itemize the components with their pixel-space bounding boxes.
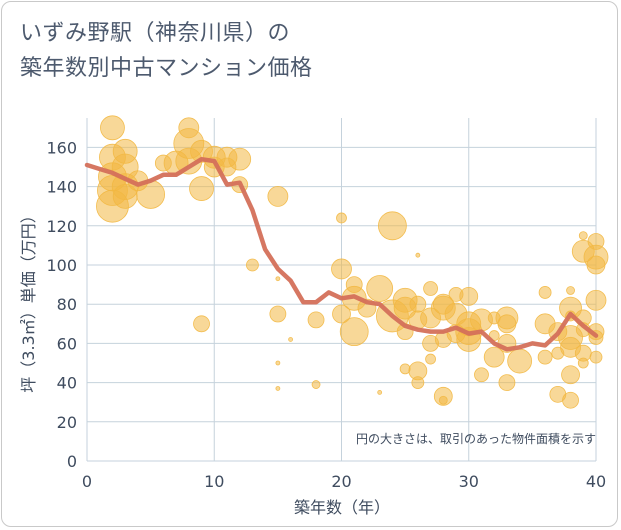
y-tick-label: 20 <box>57 413 77 432</box>
trend-line-layer <box>84 156 599 352</box>
y-tick-label: 160 <box>46 138 77 157</box>
data-bubble <box>366 275 394 302</box>
chart-title: いずみ野駅（神奈川県）の 築年数別中古マンション価格 <box>20 16 313 86</box>
data-bubble <box>474 367 489 383</box>
y-tick-label: 80 <box>57 295 77 314</box>
data-bubble <box>561 365 580 385</box>
data-bubble <box>377 389 383 395</box>
chart-title-line1: いずみ野駅（神奈川県）の <box>20 21 291 46</box>
data-bubble <box>415 252 421 258</box>
data-bubble <box>275 276 281 282</box>
data-bubble <box>578 231 588 241</box>
data-bubble <box>537 349 553 365</box>
data-bubble <box>459 286 479 306</box>
x-tick-label: 20 <box>331 472 351 491</box>
data-bubble <box>423 281 438 296</box>
data-bubble <box>538 286 552 299</box>
data-bubble <box>483 346 505 368</box>
x-tick-label: 40 <box>586 472 606 491</box>
data-bubble <box>498 374 516 392</box>
data-bubble <box>377 211 407 241</box>
data-bubble <box>339 317 369 347</box>
y-tick-label: 0 <box>67 452 77 471</box>
data-bubble <box>425 353 436 365</box>
y-tick-label: 120 <box>46 217 77 236</box>
y-tick-label: 100 <box>46 256 77 275</box>
trend-line <box>84 156 599 352</box>
y-tick-label: 40 <box>57 374 77 393</box>
bubble-layer <box>96 115 609 409</box>
data-bubble <box>409 295 427 313</box>
data-bubble <box>497 314 517 334</box>
data-bubble <box>411 376 425 390</box>
tick-labels: 0 20 40 60 80 100 120 140 160 0 10 20 30 40 <box>46 138 606 491</box>
y-tick-label: 140 <box>46 178 77 197</box>
data-bubble <box>507 348 533 374</box>
data-bubble <box>307 311 325 329</box>
x-axis-label: 築年数（年） <box>294 498 390 517</box>
data-bubble <box>228 147 252 171</box>
bubble-size-note: 円の大きさは、取引のあった物件面積を示す <box>356 431 596 446</box>
data-bubble <box>288 337 294 342</box>
x-tick-label: 0 <box>82 472 92 491</box>
data-bubble <box>589 350 603 364</box>
data-bubble <box>577 357 589 369</box>
data-bubble <box>336 212 347 224</box>
data-bubble <box>566 286 575 295</box>
data-bubble <box>100 115 125 141</box>
data-bubble <box>275 360 281 366</box>
x-tick-label: 30 <box>459 472 479 491</box>
data-bubble <box>189 176 214 201</box>
x-tick-label: 10 <box>204 472 224 491</box>
data-bubble <box>246 258 259 272</box>
data-bubble <box>267 185 289 207</box>
data-bubble <box>332 304 351 324</box>
data-bubble <box>586 255 606 275</box>
data-bubble <box>269 305 287 323</box>
y-axis-label: 坪（3.3㎡）単価（万円） <box>19 207 38 392</box>
data-bubble <box>331 258 352 280</box>
data-bubble <box>562 391 579 409</box>
data-bubble <box>585 289 607 311</box>
y-tick-label: 60 <box>57 334 77 353</box>
data-bubble <box>438 395 448 405</box>
data-bubble <box>193 315 210 333</box>
chart-title-line2: 築年数別中古マンション価格 <box>20 56 313 81</box>
data-bubble <box>311 380 321 389</box>
data-bubble <box>275 386 281 391</box>
